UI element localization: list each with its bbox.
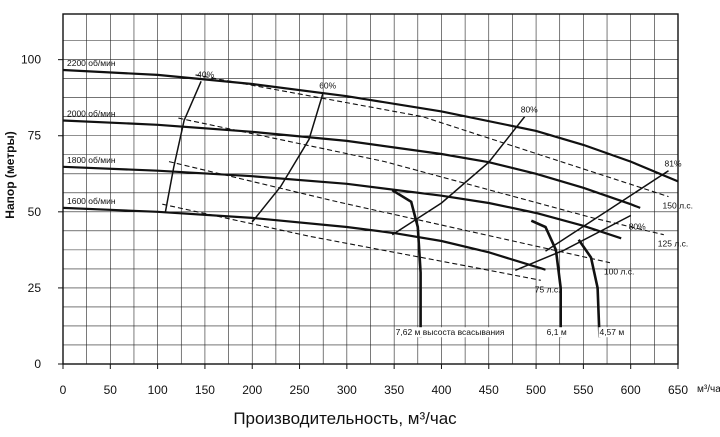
- efficiency-curve-80: [515, 214, 632, 271]
- speed-curve-label: 2200 об/мин: [67, 58, 116, 68]
- power-curves: [162, 74, 669, 281]
- y-tick-label: 25: [28, 281, 42, 295]
- plot-frame: [62, 13, 679, 365]
- speed-curve-label: 2000 об/мин: [67, 109, 116, 119]
- grid: [62, 14, 679, 365]
- y-tick-label: 50: [28, 205, 42, 219]
- efficiency-curve-40: [164, 81, 202, 214]
- suction-curve-label: 7,62 м высоста всасывания: [396, 327, 505, 337]
- y-tick-label: 100: [21, 53, 41, 67]
- x-tick-label: 500: [526, 383, 546, 397]
- power-curve-label: 150 л.с.: [663, 201, 693, 211]
- speed-curve-2000-об-мин: [62, 119, 641, 209]
- x-tick-label: 300: [337, 383, 357, 397]
- power-curve-label: 75 л.с.: [535, 284, 561, 294]
- efficiency-curve-81: [545, 170, 669, 252]
- y-tick-label: 75: [28, 129, 42, 143]
- x-tick-label: 150: [195, 383, 215, 397]
- suction-label-background: [598, 327, 626, 338]
- y-tick-label: 0: [34, 357, 41, 371]
- efficiency-curve-label: 80%: [629, 221, 646, 231]
- x-tick-label: 400: [431, 383, 451, 397]
- speed-curve-1800-об-мин: [62, 165, 622, 240]
- x-tick-label: 350: [384, 383, 404, 397]
- efficiency-curve-label: 81%: [665, 159, 682, 169]
- efficiency-curve-80: [391, 116, 526, 236]
- x-tick-label: 450: [479, 383, 499, 397]
- axes: 0 50 100 150 200 250 300 350 400 450 500 550 600 650 0…: [21, 13, 688, 397]
- suction-curve-label: 4,57 м: [599, 327, 624, 337]
- x-tick-label: 250: [290, 383, 310, 397]
- efficiency-curve-label: 60%: [319, 81, 336, 91]
- x-tick-label: 600: [621, 383, 641, 397]
- x-tick-label: 200: [242, 383, 262, 397]
- suction-label-background: [545, 327, 568, 338]
- speed-curve-2200-об-мин: [62, 68, 679, 183]
- x-tick-label: 100: [148, 383, 168, 397]
- power-curve-150-л-с: [195, 74, 669, 198]
- x-tick-label: 0: [60, 383, 67, 397]
- suction-curve-4-57-м: [577, 239, 601, 338]
- power-curve-75-л-с: [162, 203, 541, 281]
- suction-curve-label: 6,1 м: [547, 327, 567, 337]
- x-tick-label: 50: [104, 383, 118, 397]
- speed-curves: [62, 68, 679, 271]
- power-curve-100-л-с: [168, 161, 611, 264]
- suction-curve-6-1-м: [530, 219, 562, 338]
- power-curve-label: 125 л.с.: [658, 239, 688, 249]
- x-tick-label: 650: [668, 383, 688, 397]
- x-axis-title: Производительность, м³/час: [233, 409, 457, 428]
- speed-curve-1600-об-мин: [62, 206, 546, 271]
- x-tick-label: 550: [573, 383, 593, 397]
- x-axis-unit: м³/час: [697, 384, 720, 395]
- suction-lift-curves: [391, 189, 601, 338]
- efficiency-curves: [164, 81, 669, 271]
- suction-curve-7-62-м-высоста-всасывания: [391, 189, 422, 338]
- power-curve-125-л-с: [178, 117, 664, 236]
- efficiency-curve-label: 40%: [197, 69, 214, 79]
- power-curve-label: 100 л.с.: [604, 267, 634, 277]
- y-axis-title: Напор (метры): [3, 131, 17, 218]
- suction-label-background: [394, 327, 506, 338]
- efficiency-curve-label: 80%: [521, 105, 538, 115]
- curve-labels: 2200 об/мин 2000 об/мин 1800 об/мин 1600 об…: [67, 58, 693, 338]
- speed-curve-label: 1800 об/мин: [67, 155, 116, 165]
- speed-curve-label: 1600 об/мин: [67, 196, 116, 206]
- efficiency-curve-60: [251, 92, 324, 223]
